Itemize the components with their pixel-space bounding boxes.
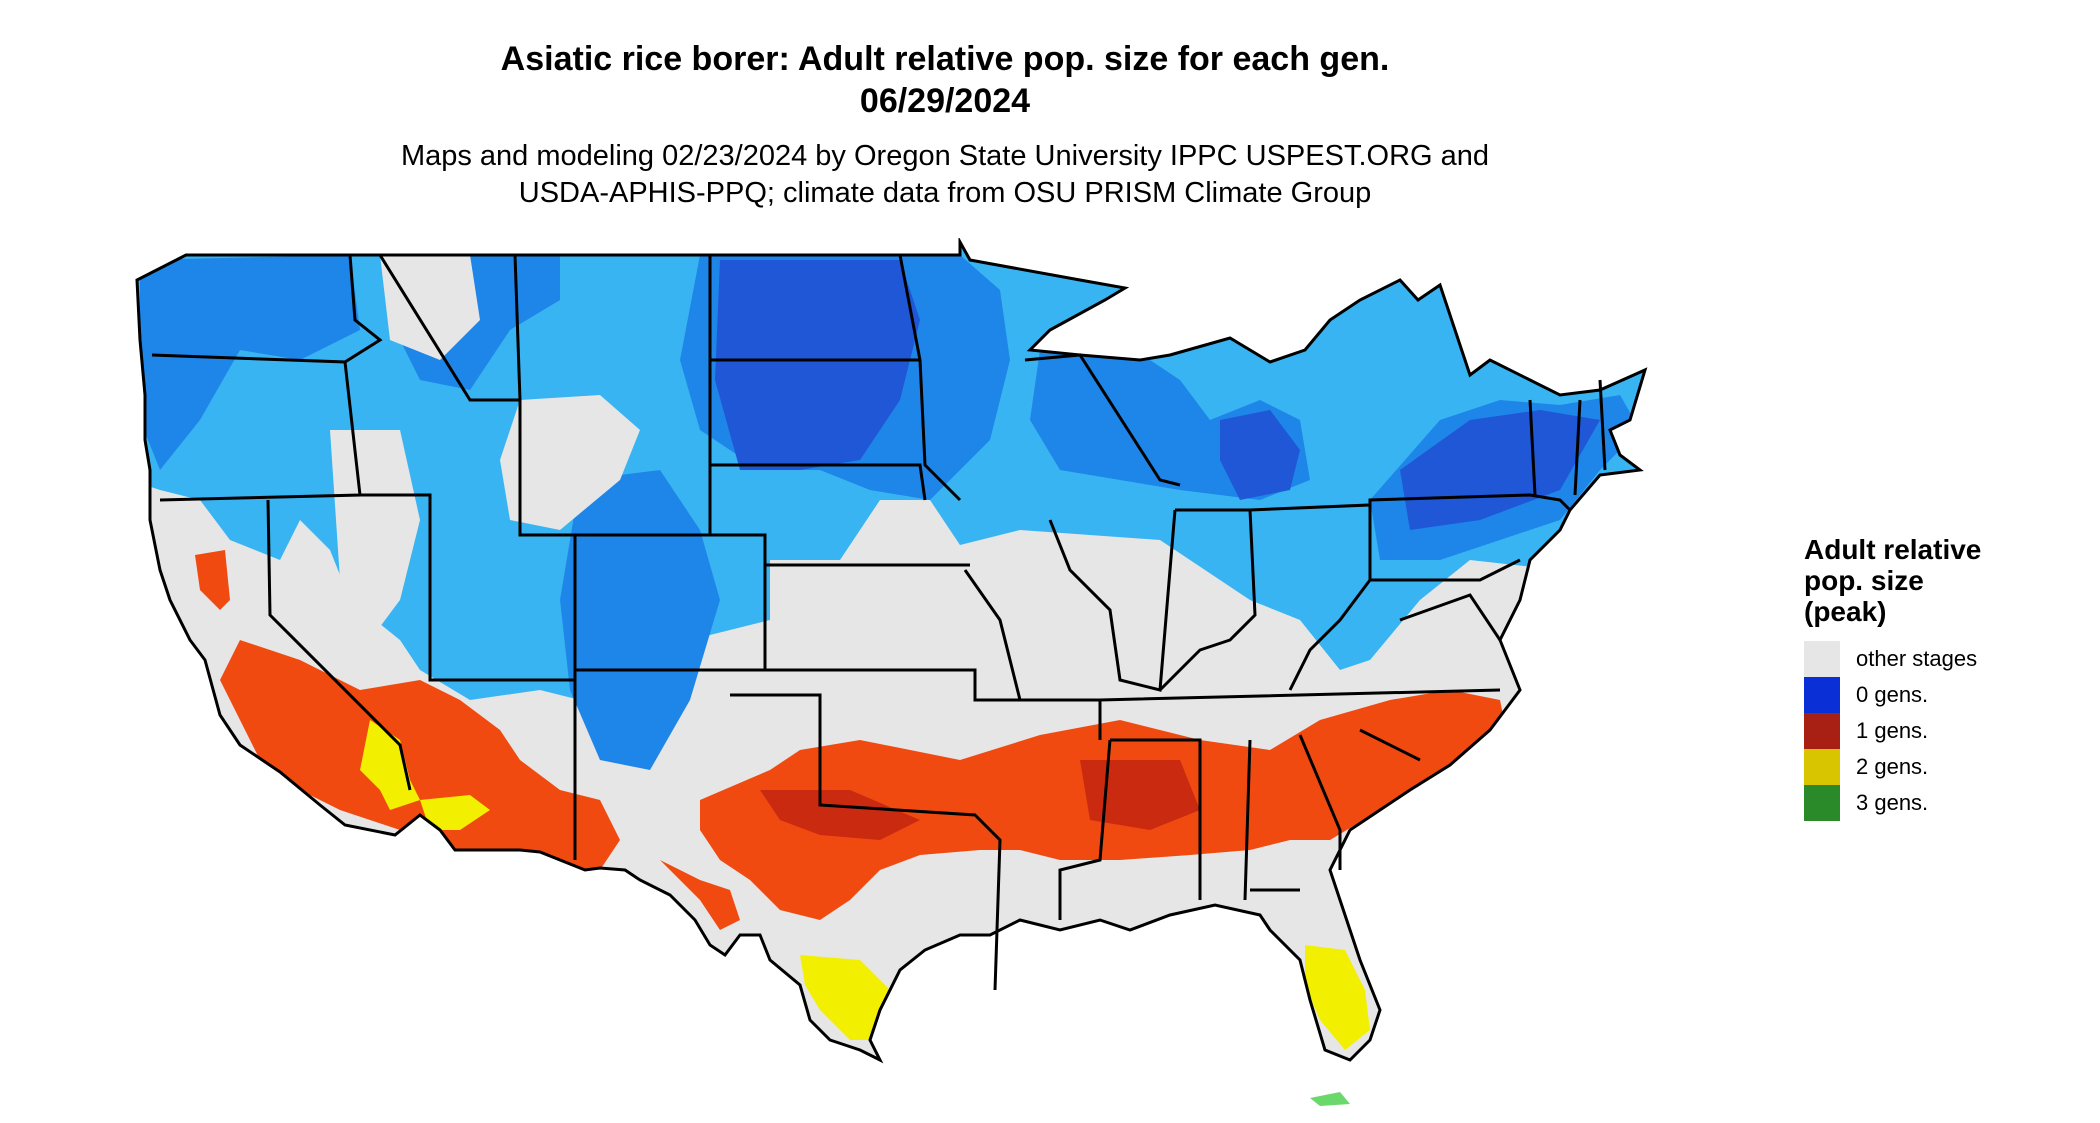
region-other-nv <box>330 430 420 640</box>
border-mt <box>378 254 522 402</box>
border-east <box>1249 503 1521 691</box>
legend-swatch-0-gens <box>1804 677 1840 713</box>
border-oh-in <box>1158 508 1257 692</box>
region-0gens-mid-west <box>140 255 360 470</box>
legend: Adult relative pop. size (peak) other st… <box>1804 534 2084 821</box>
region-0gens-dark-ny <box>1400 410 1600 530</box>
legend-title-line-3: (peak) <box>1804 596 1887 627</box>
border-ut-co <box>518 400 767 680</box>
border-mid-1 <box>360 493 577 860</box>
border-ok-tx <box>730 693 1002 991</box>
map-subtitle: Maps and modeling 02/23/2024 by Oregon S… <box>0 138 1890 212</box>
region-2gen-fl <box>1305 945 1370 1050</box>
state-borders <box>135 240 1647 1062</box>
legend-item-1-gens: 1 gens. <box>1804 713 2084 749</box>
legend-item-3-gens: 3 gens. <box>1804 785 2084 821</box>
legend-label-2-gens: 2 gens. <box>1856 754 1929 779</box>
map-regions <box>137 242 1645 1050</box>
legend-label-other-stages: other stages <box>1856 646 1978 671</box>
border-plains <box>708 255 1100 702</box>
legend-item-0-gens: 0 gens. <box>1804 677 2084 713</box>
legend-title-line-1: Adult relative <box>1804 534 1982 565</box>
us-map-svg <box>135 240 1647 1106</box>
legend-label-3-gens: 3 gens. <box>1856 790 1929 815</box>
legend-title: Adult relative pop. size (peak) <box>1804 534 2084 627</box>
legend-title-line-2: pop. size <box>1804 565 1924 596</box>
legend-item-2-gens: 2 gens. <box>1804 749 2084 785</box>
legend-swatch-2-gens <box>1804 749 1840 785</box>
legend-items: other stages 0 gens. 1 gens. 2 gens. 3 g… <box>1804 641 2084 821</box>
region-other-mt <box>380 255 480 360</box>
border-ca-nv <box>266 499 412 791</box>
region-1gen-tx-dark <box>760 790 920 840</box>
border-il-in <box>1048 509 1177 692</box>
border-id <box>344 254 383 364</box>
region-2gen-sw <box>360 720 420 810</box>
region-1gen-ca <box>195 550 230 610</box>
border-ne <box>1368 379 1607 512</box>
legend-swatch-3-gens <box>1804 785 1840 821</box>
region-2gen-az <box>420 795 490 830</box>
border-south <box>1058 688 1501 920</box>
subtitle-line-1: Maps and modeling 02/23/2024 by Oregon S… <box>400 140 1490 172</box>
legend-swatch-1-gens <box>1804 713 1840 749</box>
subtitle-line-2: USDA-APHIS-PPQ; climate data from OSU PR… <box>518 177 1372 209</box>
region-1gen-southwest <box>220 640 620 880</box>
border-mn-wi <box>898 254 1181 502</box>
region-2gen-tx <box>800 955 890 1040</box>
region-0gens-dark-dakotas <box>715 260 920 470</box>
title-line-1: Asiatic rice borer: Adult relative pop. … <box>500 40 1390 78</box>
region-1gen-ms-dark <box>1080 760 1200 830</box>
region-1gen-tx <box>660 860 740 930</box>
legend-item-other-stages: other stages <box>1804 641 2084 677</box>
border-mo <box>963 569 1102 740</box>
region-0gens-dark-mi <box>1220 410 1300 500</box>
us-map <box>125 238 1755 1118</box>
legend-label-1-gens: 1 gens. <box>1856 718 1929 743</box>
region-3gen-keys <box>1310 1092 1350 1106</box>
map-title: Asiatic rice borer: Adult relative pop. … <box>0 38 1890 122</box>
region-other-wy <box>500 395 640 530</box>
legend-label-0-gens: 0 gens. <box>1856 682 1929 707</box>
title-date: 06/29/2024 <box>859 82 1031 120</box>
region-0gens-mid-rockies <box>560 470 720 770</box>
legend-swatch-other-stages <box>1804 641 1840 677</box>
border-west <box>151 353 362 502</box>
